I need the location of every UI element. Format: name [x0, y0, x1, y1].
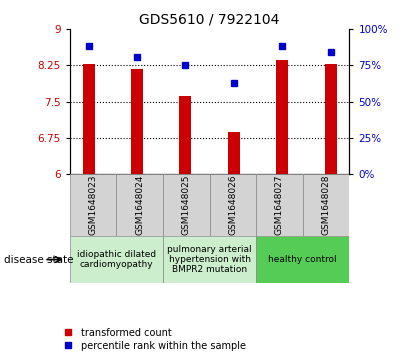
Text: disease state: disease state	[4, 254, 74, 265]
Bar	[70, 236, 163, 283]
Text: GSM1648024: GSM1648024	[135, 175, 144, 235]
Text: pulmonary arterial
hypertension with
BMPR2 mutation: pulmonary arterial hypertension with BMP…	[167, 245, 252, 274]
Bar	[131, 69, 143, 174]
Bar	[163, 174, 210, 236]
Bar	[256, 236, 349, 283]
Text: GSM1648027: GSM1648027	[275, 175, 284, 235]
Text: GSM1648025: GSM1648025	[182, 175, 191, 235]
Bar	[228, 132, 240, 174]
Title: GDS5610 / 7922104: GDS5610 / 7922104	[139, 12, 280, 26]
Text: idiopathic dilated
cardiomyopathy: idiopathic dilated cardiomyopathy	[77, 250, 156, 269]
Bar	[83, 64, 95, 174]
Text: healthy control: healthy control	[268, 255, 337, 264]
Bar	[325, 64, 337, 174]
Text: GSM1648023: GSM1648023	[89, 175, 98, 235]
Legend: transformed count, percentile rank within the sample: transformed count, percentile rank withi…	[54, 324, 250, 355]
Bar	[303, 174, 349, 236]
Text: GSM1648028: GSM1648028	[321, 175, 330, 235]
Bar	[163, 236, 256, 283]
Bar	[179, 96, 192, 174]
Bar	[70, 174, 116, 236]
Bar	[116, 174, 163, 236]
Bar	[276, 61, 288, 174]
Text: GSM1648026: GSM1648026	[229, 175, 238, 235]
Bar	[256, 174, 303, 236]
Bar	[210, 174, 256, 236]
